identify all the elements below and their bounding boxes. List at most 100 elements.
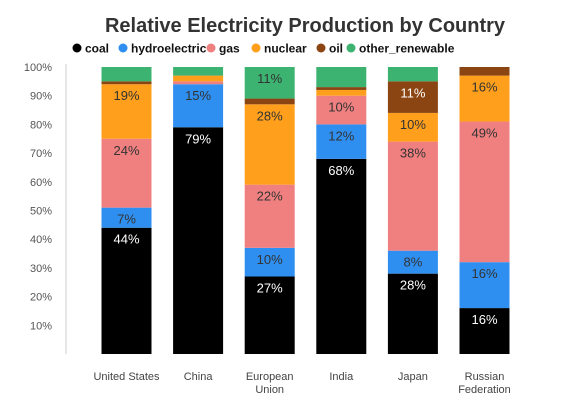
- y-tick-label: 30%: [30, 263, 52, 275]
- bar-segment-nuclear: [459, 75, 510, 122]
- y-tick-label: 10%: [30, 320, 52, 332]
- legend-label-coal: coal: [85, 42, 109, 56]
- bar-segment-hydroelectric: [244, 247, 295, 277]
- data-label-hydroelectric: 12%: [328, 128, 354, 143]
- data-label-oil: 11%: [400, 85, 425, 100]
- bar-segment-gas: [173, 81, 224, 85]
- legend-label-hydroelectric: hydroelectric: [131, 42, 207, 56]
- legend-item-oil: oil: [316, 42, 343, 56]
- data-label-gas: 22%: [257, 189, 283, 204]
- bar-segment-coal: [101, 227, 152, 354]
- data-label-coal: 68%: [328, 163, 354, 178]
- category-label-line: United States: [93, 371, 160, 383]
- data-label-hydroelectric: 7%: [117, 212, 136, 227]
- y-tick-label: 70%: [30, 148, 52, 160]
- data-label-nuclear: 19%: [113, 88, 139, 103]
- data-label-nuclear: 28%: [257, 108, 283, 123]
- data-label-gas: 49%: [471, 126, 497, 141]
- bars: [101, 67, 510, 355]
- y-tick-label: 20%: [30, 292, 52, 304]
- data-label-hydroelectric: 10%: [257, 252, 283, 267]
- bar-segment-other_renewable: [173, 67, 224, 76]
- legend-label-oil: oil: [329, 42, 343, 56]
- bar-segment-coal: [459, 308, 510, 354]
- data-label-hydroelectric: 16%: [471, 266, 497, 281]
- bar-segment-gas: [459, 121, 510, 263]
- data-label-coal: 16%: [471, 312, 497, 327]
- y-tick-label: 90%: [30, 91, 52, 103]
- bar-segment-other_renewable: [244, 67, 295, 99]
- category-label-line: China: [184, 371, 214, 383]
- y-tick-label: 60%: [30, 177, 52, 189]
- category-label: European Union: [246, 371, 294, 396]
- bar-segment-hydroelectric: [459, 262, 510, 309]
- data-label-nuclear: 16%: [471, 80, 497, 95]
- legend-swatch-gas: [206, 43, 216, 53]
- legend-item-hydroelectric: hydroelectric: [118, 42, 207, 56]
- bar-segment-coal: [173, 127, 224, 355]
- data-label-coal: 28%: [400, 278, 426, 293]
- bar-segment-coal: [316, 158, 367, 354]
- legend-label-nuclear: nuclear: [264, 42, 307, 56]
- bar-segment-nuclear: [387, 112, 438, 142]
- bar-segment-oil: [244, 98, 295, 105]
- bar-segment-oil: [387, 81, 438, 113]
- bar-segment-gas: [244, 184, 295, 248]
- bar-segment-gas: [101, 138, 152, 208]
- legend-item-nuclear: nuclear: [251, 42, 307, 56]
- category-label-line: Union: [255, 384, 284, 396]
- bar-segment-other_renewable: [101, 67, 152, 82]
- bar-segment-other_renewable: [387, 67, 438, 82]
- data-label-coal: 27%: [257, 281, 283, 296]
- y-axis: 10% 20% 30% 40% 50% 60% 70% 80% 90% 100%: [24, 62, 67, 354]
- data-label-coal: 79%: [185, 131, 211, 146]
- legend-swatch-hydroelectric: [118, 43, 128, 53]
- chart-title: Relative Electricity Production by Count…: [105, 15, 506, 37]
- data-label-gas: 38%: [400, 146, 426, 161]
- bar-segment-gas: [387, 141, 438, 251]
- legend-item-other_renewable: other_renewable: [346, 42, 455, 56]
- bar-segment-oil: [101, 81, 152, 85]
- data-label-coal: 44%: [113, 232, 139, 247]
- bar-segment-hydroelectric: [101, 207, 152, 228]
- category-label: United States: [93, 371, 160, 383]
- category-label: Russian Federation: [458, 371, 511, 396]
- data-label-hydroelectric: 15%: [185, 88, 211, 103]
- legend-label-other_renewable: other_renewable: [359, 42, 455, 56]
- category-label-line: Russian: [465, 371, 505, 383]
- bar-segment-hydroelectric: [316, 124, 367, 159]
- category-label: India: [329, 371, 354, 383]
- y-tick-label: 50%: [30, 206, 52, 218]
- category-label-line: India: [329, 371, 354, 383]
- bar-segment-hydroelectric: [387, 250, 438, 274]
- legend-swatch-nuclear: [251, 43, 261, 53]
- category-label-line: Japan: [398, 371, 428, 383]
- bar-segment-gas: [316, 95, 367, 125]
- bar-segment-nuclear: [101, 84, 152, 139]
- legend-swatch-other_renewable: [346, 43, 356, 53]
- legend-swatch-oil: [316, 43, 326, 53]
- legend-item-coal: coal: [72, 42, 109, 56]
- y-tick-label: 40%: [30, 234, 52, 246]
- data-label-gas: 24%: [113, 143, 139, 158]
- legend-swatch-coal: [72, 43, 82, 53]
- bar-segment-coal: [244, 276, 295, 354]
- data-label-other_renewable: 11%: [257, 71, 282, 86]
- category-label: China: [184, 371, 214, 383]
- bar-segment-other_renewable: [316, 67, 367, 88]
- category-label-line: Federation: [458, 384, 511, 396]
- bar-segment-hydroelectric: [173, 84, 224, 128]
- data-label-nuclear: 10%: [400, 117, 426, 132]
- data-labels: 44% 7% 24% 19% 79% 15% 27% 10% 22% 28% 11% 68% 12% 10…: [113, 71, 497, 327]
- bar-segment-oil: [459, 67, 510, 76]
- legend-label-gas: gas: [219, 42, 240, 56]
- category-labels: United States China European Union India Japa…: [93, 371, 510, 396]
- bar-segment-coal: [387, 273, 438, 354]
- bar-segment-nuclear: [316, 89, 367, 96]
- legend-item-gas: gas: [206, 42, 240, 56]
- data-label-gas: 10%: [328, 100, 354, 115]
- bar-segment-nuclear: [244, 104, 295, 185]
- category-label-line: European: [246, 371, 294, 383]
